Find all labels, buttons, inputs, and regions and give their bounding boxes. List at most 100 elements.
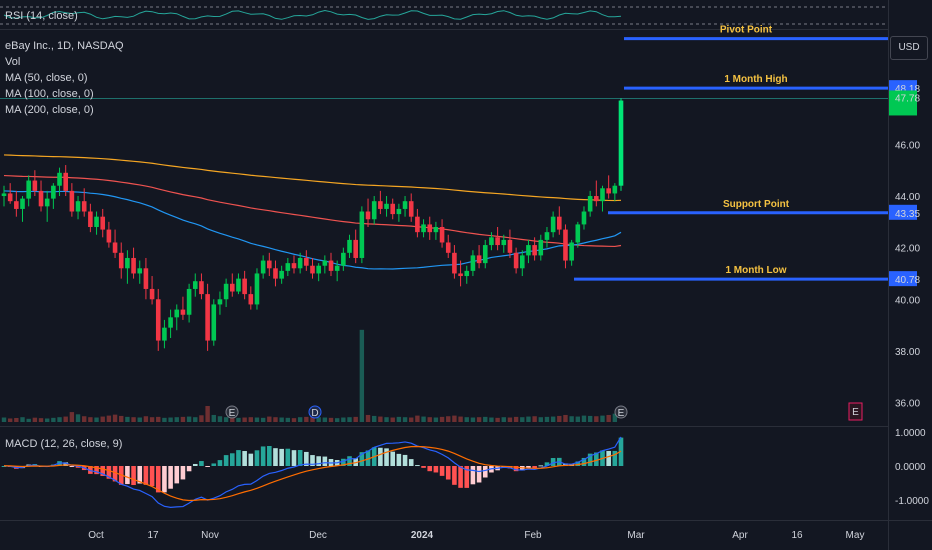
- macd-histogram-bar: [125, 466, 130, 485]
- candle: [143, 257, 149, 300]
- candle: [180, 296, 186, 320]
- macd-histogram-bar: [304, 451, 309, 466]
- candle-body: [260, 260, 266, 274]
- candle-body: [186, 288, 192, 315]
- ma200-line: [3, 154, 622, 202]
- volume-bar: [119, 415, 124, 422]
- volume-bar: [57, 417, 62, 422]
- currency-button[interactable]: USD: [890, 36, 928, 60]
- macd-histogram-bar: [581, 457, 587, 466]
- candle: [513, 247, 519, 274]
- time-tick-label: Oct: [88, 530, 104, 541]
- candle: [168, 309, 173, 338]
- candle: [341, 247, 346, 271]
- macd-histogram-bar: [100, 466, 106, 476]
- candle: [594, 180, 599, 207]
- volume-bar: [483, 416, 488, 422]
- macd-histogram-bar: [106, 466, 112, 479]
- volume-bar: [532, 416, 537, 422]
- candle: [563, 224, 568, 269]
- levels[interactable]: Pivot Point 1 Month High 48.18 Support Poin…: [0, 25, 920, 287]
- candle-body: [291, 263, 297, 269]
- candle-body: [236, 278, 241, 292]
- macd-histogram-bar: [347, 456, 352, 466]
- dividend-marker[interactable]: D: [308, 405, 322, 419]
- ma200-label[interactable]: MA (200, close, 0): [5, 104, 94, 116]
- candle: [396, 203, 402, 222]
- candle-body: [69, 190, 75, 212]
- macd-label: MACD (12, 26, close, 9): [5, 438, 123, 450]
- macd-histogram-bar: [211, 463, 217, 466]
- volume-bar: [63, 416, 68, 422]
- candle-body: [378, 201, 383, 209]
- candle: [575, 221, 581, 248]
- candle: [248, 286, 254, 310]
- candle: [118, 242, 124, 279]
- volume-bar: [347, 417, 352, 422]
- candle: [365, 198, 371, 227]
- volume-bar: [88, 417, 93, 422]
- volume-bar: [100, 416, 105, 422]
- candle: [174, 304, 180, 331]
- volume-bar: [304, 416, 309, 422]
- candle-body: [285, 263, 291, 271]
- ma100-label[interactable]: MA (100, close, 0): [5, 88, 94, 100]
- ma50-label[interactable]: MA (50, close, 0): [5, 72, 88, 84]
- candle-body: [544, 232, 550, 240]
- candle: [81, 188, 87, 217]
- earnings-marker[interactable]: E: [225, 405, 239, 419]
- candle: [415, 208, 420, 238]
- candle: [316, 263, 321, 282]
- candle: [304, 250, 309, 271]
- macd-histogram-bar: [63, 462, 68, 466]
- candle-body: [131, 257, 136, 274]
- candle: [495, 227, 500, 251]
- volume-bar: [470, 417, 476, 422]
- price-axis[interactable]: 46.00 44.00 42.00 40.00 38.00 36.00: [895, 140, 920, 409]
- macd-histogram-bar: [242, 451, 247, 466]
- earnings-marker[interactable]: E: [614, 405, 628, 419]
- candle-body: [38, 190, 44, 207]
- upcoming-earnings-marker[interactable]: E: [848, 402, 863, 421]
- volume-bar: [526, 416, 531, 422]
- vol-label[interactable]: Vol: [5, 56, 21, 68]
- candle: [353, 229, 358, 264]
- volume-bar: [26, 418, 31, 422]
- volume-bar: [310, 416, 315, 422]
- candle-body: [304, 257, 309, 266]
- volume-bar: [544, 416, 550, 422]
- candle: [390, 198, 396, 220]
- macd-histogram-bar: [75, 466, 81, 468]
- macd-histogram-bar: [538, 465, 544, 467]
- time-tick-label: 2024: [411, 530, 434, 541]
- macd-histogram-bar: [94, 466, 99, 475]
- svg-text:E: E: [618, 408, 625, 419]
- candle-body: [458, 273, 463, 277]
- symbol-title[interactable]: eBay Inc., 1D, NASDAQ: [5, 40, 124, 52]
- volume-bar: [14, 418, 19, 422]
- candle: [137, 260, 143, 284]
- volume-bar: [193, 417, 198, 422]
- candle: [408, 193, 414, 222]
- candle-body: [316, 265, 321, 274]
- candle: [131, 247, 136, 279]
- volume-bar: [384, 417, 389, 422]
- time-axis[interactable]: Oct 17 Nov Dec 2024 Feb Mar Apr 16 May: [88, 530, 864, 541]
- candle-body: [32, 180, 38, 191]
- candle: [69, 183, 75, 217]
- macd-histogram-bar: [143, 466, 149, 485]
- macd-histogram-bar: [513, 466, 519, 472]
- candle: [260, 255, 266, 279]
- candle: [526, 239, 531, 264]
- candle: [254, 268, 260, 310]
- candle-body: [26, 180, 31, 199]
- macd-histogram-bar: [297, 450, 303, 466]
- candle: [378, 190, 383, 215]
- volume-bar: [199, 415, 204, 422]
- candle-body: [538, 239, 544, 256]
- macd-histogram-bar: [267, 445, 272, 466]
- macd-axis[interactable]: 1.0000 0.0000 -1.0000: [895, 428, 929, 507]
- candle: [569, 239, 574, 266]
- candle-body: [229, 283, 235, 292]
